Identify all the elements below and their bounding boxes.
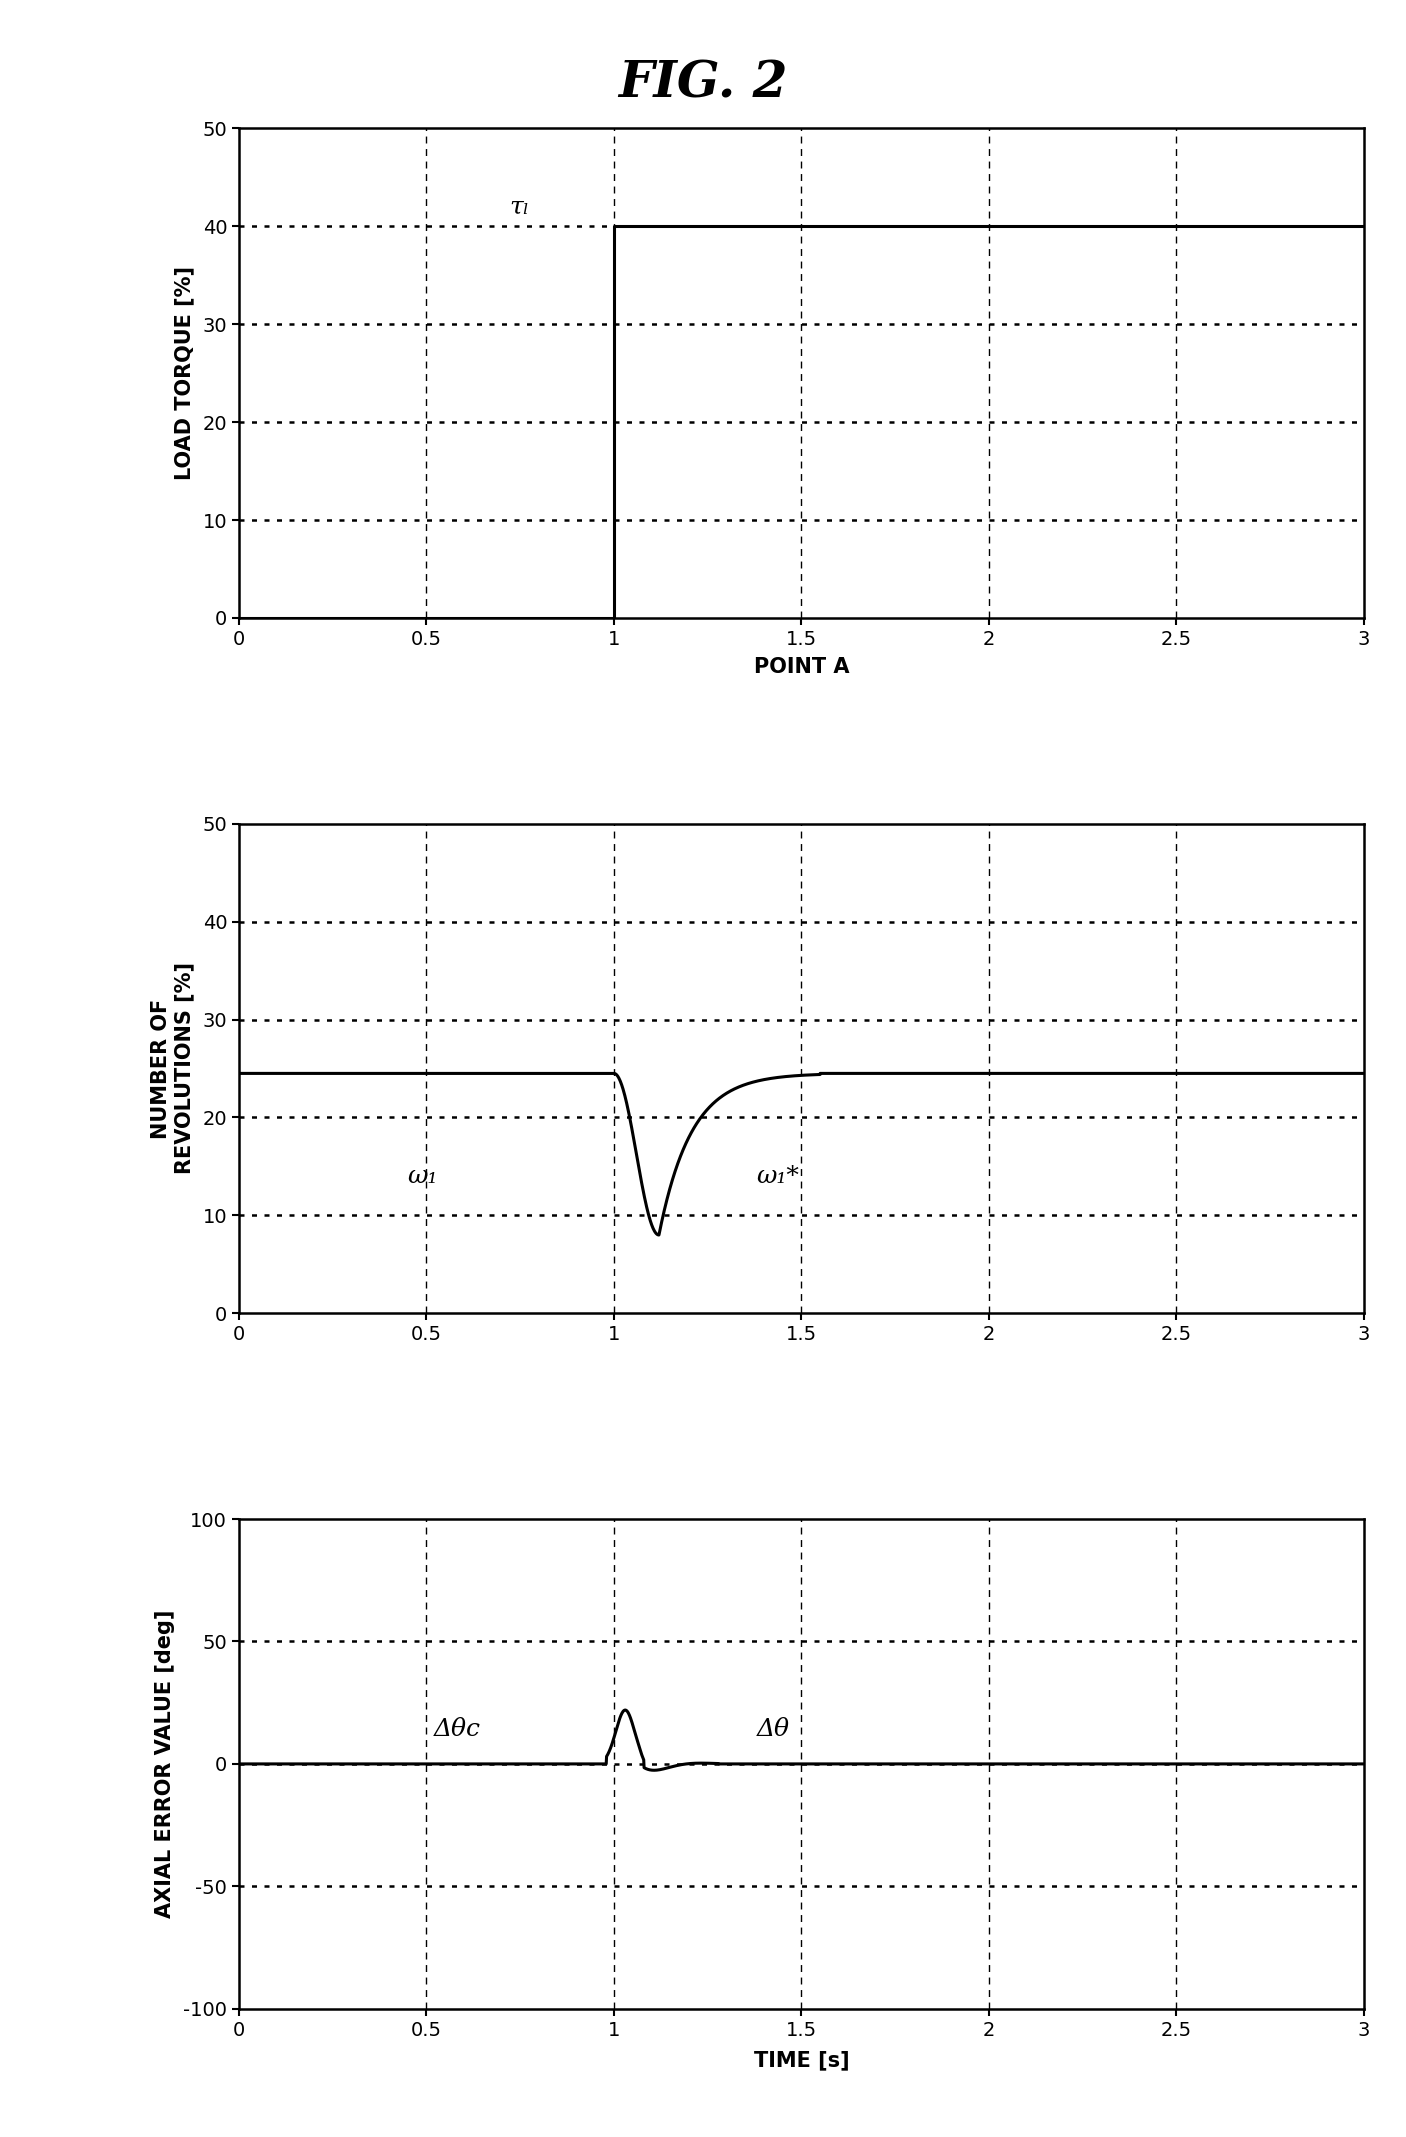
Y-axis label: NUMBER OF
REVOLUTIONS [%]: NUMBER OF REVOLUTIONS [%] bbox=[150, 962, 194, 1175]
Text: ω₁*: ω₁* bbox=[756, 1165, 799, 1188]
Text: FIG. 2: FIG. 2 bbox=[619, 60, 787, 109]
Y-axis label: LOAD TORQUE [%]: LOAD TORQUE [%] bbox=[174, 267, 194, 481]
Text: τₗ: τₗ bbox=[509, 194, 529, 218]
Text: Δθ: Δθ bbox=[756, 1718, 789, 1742]
X-axis label: TIME [s]: TIME [s] bbox=[754, 2052, 849, 2071]
Text: ω₁: ω₁ bbox=[408, 1165, 439, 1188]
Y-axis label: AXIAL ERROR VALUE [deg]: AXIAL ERROR VALUE [deg] bbox=[155, 1609, 174, 1919]
X-axis label: POINT A: POINT A bbox=[754, 656, 849, 677]
Text: Δθc: Δθc bbox=[434, 1718, 481, 1742]
